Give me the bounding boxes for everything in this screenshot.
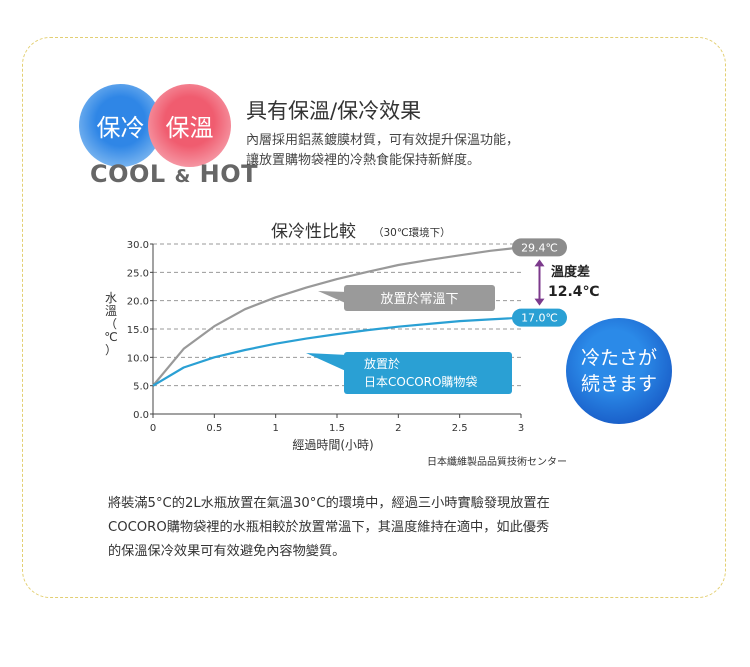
callout-cocoro-line1: 放置於: [364, 356, 400, 371]
hot-text: HOT: [199, 160, 258, 188]
difference-arrow-head-down: [534, 298, 545, 306]
y-tick-label: 20.0: [127, 297, 149, 308]
difference-value: 12.4℃: [548, 284, 600, 300]
x-tick-label: 1: [272, 423, 278, 434]
y-tick-label: 5.0: [133, 382, 149, 393]
x-tick-label: 0.5: [206, 423, 222, 434]
end-label-room-temp: 29.4℃: [521, 241, 558, 254]
x-axis-label: 經過時間(小時): [292, 438, 373, 452]
description: 內層採用鋁蒸鍍膜材質，可有效提升保溫功能， 讓放置購物袋裡的冷熱食能保持新鮮度。: [246, 131, 519, 171]
x-tick-label: 0: [150, 423, 156, 434]
y-axis-label-char: 水: [105, 291, 117, 305]
y-tick-label: 25.0: [127, 268, 149, 279]
amp-text: &: [174, 166, 191, 187]
experiment-description: 將裝滿5°C的2L水瓶放置在氣溫30°C的環境中，經過三小時實驗發現放置在 CO…: [108, 492, 550, 564]
difference-label: 溫度差: [551, 264, 590, 280]
y-tick-label: 30.0: [127, 240, 149, 251]
callout-pointer-cocoro: [306, 353, 348, 372]
series-line-cocoro-bag: [152, 316, 522, 387]
source-credit: 日本纖維製品品質技術センター: [427, 457, 567, 468]
y-axis-label-char: （: [105, 317, 117, 331]
y-axis-label-char: ）: [105, 343, 117, 357]
hot-badge: 保溫: [148, 84, 231, 167]
callout-cocoro-line2: 日本COCORO購物袋: [364, 375, 477, 389]
series-line-room-temp: [152, 246, 522, 387]
end-label-cocoro-pill: [512, 308, 567, 327]
x-tick-label: 2.5: [452, 423, 468, 434]
y-tick-label: 10.0: [127, 353, 149, 364]
end-label-cocoro: 17.0℃: [521, 312, 558, 325]
description-line: 讓放置購物袋裡的冷熱食能保持新鮮度。: [246, 153, 481, 168]
cool-hot-label: COOL & HOT: [90, 160, 258, 188]
y-tick-label: 15.0: [127, 325, 149, 336]
chart-title: 保冷性比較: [271, 222, 356, 242]
y-axis-label-char: ℃: [104, 330, 117, 344]
experiment-line: 將裝滿5°C的2L水瓶放置在氣溫30°C的環境中，經過三小時實驗發現放置在: [108, 496, 550, 511]
callout-room-temp: 放置於常溫下: [380, 291, 458, 307]
y-axis-label-char: 溫: [105, 304, 117, 318]
end-label-room-temp-pill: [512, 238, 567, 257]
cool-text: COOL: [90, 160, 166, 188]
x-tick-label: 3: [518, 423, 524, 434]
bubble-line: 続きます: [580, 373, 657, 395]
cold-badge-label: 保冷: [96, 114, 145, 142]
description-line: 內層採用鋁蒸鍍膜材質，可有效提升保溫功能，: [246, 133, 520, 148]
headline: 具有保溫/保冷效果: [246, 99, 422, 123]
callout-box-room-temp: [344, 285, 495, 311]
experiment-line: COCORO購物袋裡的水瓶相較於放置常溫下，其溫度維持在適中，如此優秀: [108, 520, 550, 535]
x-tick-label: 1.5: [329, 423, 345, 434]
callout-box-cocoro: [344, 352, 512, 394]
callout-pointer-room-temp: [318, 291, 350, 305]
y-tick-label: 0.0: [133, 410, 149, 421]
hot-badge-label: 保溫: [165, 114, 214, 142]
difference-arrow-head-up: [534, 259, 545, 267]
bubble-line: 冷たさが: [580, 347, 657, 369]
experiment-line: 的保溫保冷效果可有效避免內容物變質。: [108, 544, 346, 559]
chart-title-note: （30℃環境下）: [373, 226, 451, 239]
content-frame: [22, 37, 726, 598]
x-tick-label: 2: [395, 423, 401, 434]
cold-retention-bubble: 冷たさが 続きます: [566, 318, 672, 424]
